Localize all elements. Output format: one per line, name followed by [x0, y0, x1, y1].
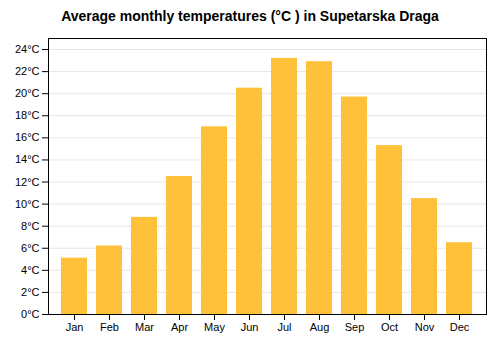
svg-text:Apr: Apr	[171, 321, 188, 333]
svg-text:10°C: 10°C	[15, 198, 40, 210]
svg-text:0°C: 0°C	[21, 308, 40, 320]
svg-text:Sep: Sep	[345, 321, 365, 333]
svg-text:16°C: 16°C	[15, 131, 40, 143]
svg-text:8°C: 8°C	[21, 220, 40, 232]
svg-text:6°C: 6°C	[21, 242, 40, 254]
svg-text:Nov: Nov	[415, 321, 435, 333]
svg-text:2°C: 2°C	[21, 286, 40, 298]
svg-text:Feb: Feb	[100, 321, 119, 333]
svg-text:Jul: Jul	[277, 321, 291, 333]
svg-text:14°C: 14°C	[15, 153, 40, 165]
svg-text:20°C: 20°C	[15, 87, 40, 99]
svg-text:Jan: Jan	[66, 321, 84, 333]
svg-text:Aug: Aug	[310, 321, 330, 333]
svg-text:12°C: 12°C	[15, 176, 40, 188]
svg-text:Mar: Mar	[135, 321, 154, 333]
html-text:Average monthly temperatures (: Average monthly temperatures (°C ) in Su…	[61, 8, 439, 24]
svg-text:18°C: 18°C	[15, 109, 40, 121]
svg-text:22°C: 22°C	[15, 65, 40, 77]
svg-text:May: May	[204, 321, 225, 333]
svg-text:Oct: Oct	[381, 321, 398, 333]
svg-text:4°C: 4°C	[21, 264, 40, 276]
svg-text:Dec: Dec	[450, 321, 470, 333]
svg-text:Jun: Jun	[241, 321, 259, 333]
svg-text:24°C: 24°C	[15, 43, 40, 55]
